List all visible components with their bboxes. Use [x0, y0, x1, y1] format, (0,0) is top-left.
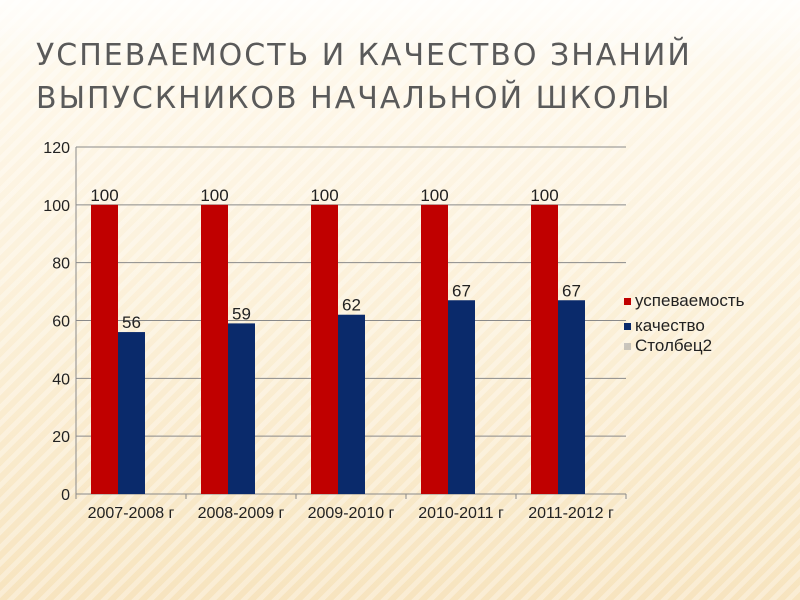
- legend-label-uspevaemost: успеваемость: [635, 291, 745, 310]
- data-label: 67: [452, 281, 471, 300]
- data-label: 100: [90, 186, 118, 205]
- slide-title-line-2: ВЫПУСКНИКОВ НАЧАЛЬНОЙ ШКОЛЫ: [36, 81, 672, 116]
- y-tick-label: 40: [52, 371, 70, 388]
- data-label: 100: [200, 186, 228, 205]
- x-category-label: 2007-2008 г: [88, 505, 175, 522]
- data-label: 100: [530, 186, 558, 205]
- legend-swatch-stolbec2: [624, 342, 631, 350]
- bar-kachestvo: [338, 314, 365, 494]
- bar-kachestvo: [558, 300, 585, 494]
- slide-title-line-1: УСПЕВАЕМОСТЬ И КАЧЕСТВО ЗНАНИЙ: [36, 38, 692, 73]
- y-tick-label: 20: [52, 429, 70, 446]
- x-category-label: 2011-2012 г: [528, 505, 614, 522]
- legend-item-stolbec2: Столбец2: [624, 336, 745, 356]
- y-tick-label: 80: [52, 256, 70, 273]
- legend-swatch-uspevaemost: [624, 297, 631, 305]
- data-label: 59: [232, 304, 251, 323]
- x-category-label: 2010-2011 г: [418, 505, 504, 522]
- bar-kachestvo: [228, 323, 255, 494]
- legend-item-uspevaemost: успеваемость: [624, 288, 745, 314]
- data-label: 100: [420, 186, 448, 205]
- y-tick-label: 100: [43, 198, 70, 215]
- y-tick-label: 120: [43, 140, 70, 157]
- x-category-label: 2009-2010 г: [308, 505, 395, 522]
- bar-uspevaemost: [311, 204, 338, 495]
- bar-kachestvo: [448, 300, 475, 494]
- slide-title: УСПЕВАЕМОСТЬ И КАЧЕСТВО ЗНАНИЙ ВЫПУСКНИК…: [36, 34, 756, 120]
- bar-uspevaemost: [421, 204, 448, 495]
- legend-item-kachestvo: качество: [624, 316, 745, 336]
- bar-kachestvo: [118, 332, 145, 494]
- y-tick-label: 0: [61, 487, 70, 504]
- data-label: 100: [310, 186, 338, 205]
- data-label: 67: [562, 281, 581, 300]
- legend-label-kachestvo: качество: [635, 316, 705, 335]
- x-category-label: 2008-2009 г: [198, 505, 285, 522]
- bar-uspevaemost: [201, 204, 228, 495]
- y-tick-label: 60: [52, 314, 70, 331]
- bar-uspevaemost: [531, 204, 558, 495]
- data-label: 62: [342, 296, 361, 315]
- bar-uspevaemost: [91, 204, 118, 495]
- data-label: 56: [122, 313, 141, 332]
- legend-swatch-kachestvo: [624, 322, 631, 330]
- legend-label-stolbec2: Столбец2: [635, 336, 713, 355]
- chart-legend: успеваемость качество Столбец2: [624, 288, 745, 356]
